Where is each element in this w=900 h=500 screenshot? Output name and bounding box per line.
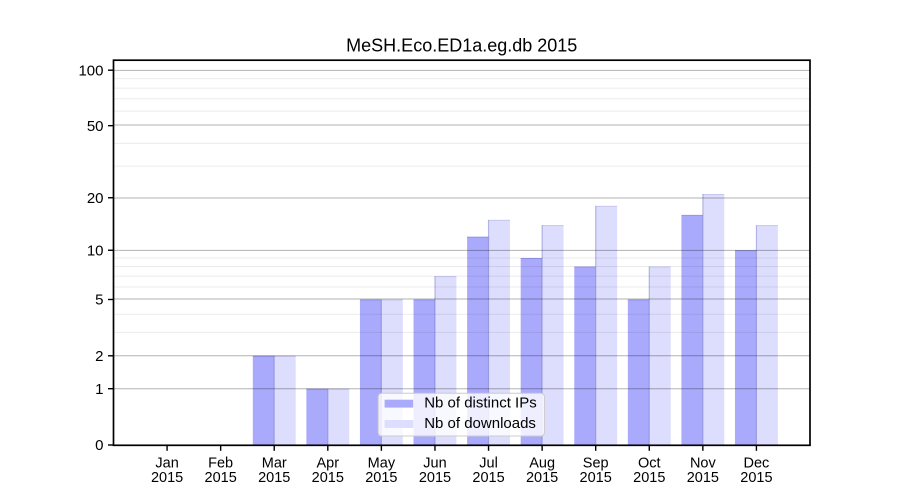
svg-text:Dec: Dec bbox=[744, 456, 770, 472]
svg-text:2015: 2015 bbox=[258, 470, 290, 486]
svg-text:1: 1 bbox=[95, 381, 103, 398]
svg-text:Sep: Sep bbox=[583, 456, 609, 472]
svg-text:2015: 2015 bbox=[740, 470, 772, 486]
svg-text:0: 0 bbox=[95, 437, 103, 454]
svg-text:2015: 2015 bbox=[205, 470, 237, 486]
svg-text:2015: 2015 bbox=[633, 470, 665, 486]
svg-text:10: 10 bbox=[87, 242, 104, 259]
svg-text:2015: 2015 bbox=[580, 470, 612, 486]
svg-text:2015: 2015 bbox=[151, 470, 183, 486]
svg-text:Nov: Nov bbox=[690, 456, 717, 472]
svg-text:Feb: Feb bbox=[208, 456, 233, 472]
svg-text:100: 100 bbox=[78, 62, 103, 79]
svg-text:Aug: Aug bbox=[529, 456, 555, 472]
svg-text:May: May bbox=[368, 456, 396, 472]
svg-text:2015: 2015 bbox=[312, 470, 344, 486]
svg-text:2015: 2015 bbox=[365, 470, 397, 486]
svg-text:Nb of downloads: Nb of downloads bbox=[424, 415, 536, 432]
svg-text:50: 50 bbox=[87, 118, 104, 135]
svg-text:2015: 2015 bbox=[526, 470, 558, 486]
svg-text:Jul: Jul bbox=[479, 456, 498, 472]
svg-text:2015: 2015 bbox=[472, 470, 504, 486]
svg-text:Apr: Apr bbox=[317, 456, 340, 472]
svg-text:Oct: Oct bbox=[638, 456, 661, 472]
svg-text:Jun: Jun bbox=[423, 456, 446, 472]
svg-text:Jan: Jan bbox=[155, 456, 178, 472]
svg-text:20: 20 bbox=[87, 190, 104, 207]
svg-text:2015: 2015 bbox=[419, 470, 451, 486]
svg-text:5: 5 bbox=[95, 292, 103, 309]
svg-text:2015: 2015 bbox=[687, 470, 719, 486]
svg-text:2: 2 bbox=[95, 348, 103, 365]
svg-text:MeSH.Eco.ED1a.eg.db 2015: MeSH.Eco.ED1a.eg.db 2015 bbox=[346, 35, 577, 55]
svg-text:Nb of distinct IPs: Nb of distinct IPs bbox=[424, 395, 537, 412]
svg-text:Mar: Mar bbox=[262, 456, 287, 472]
